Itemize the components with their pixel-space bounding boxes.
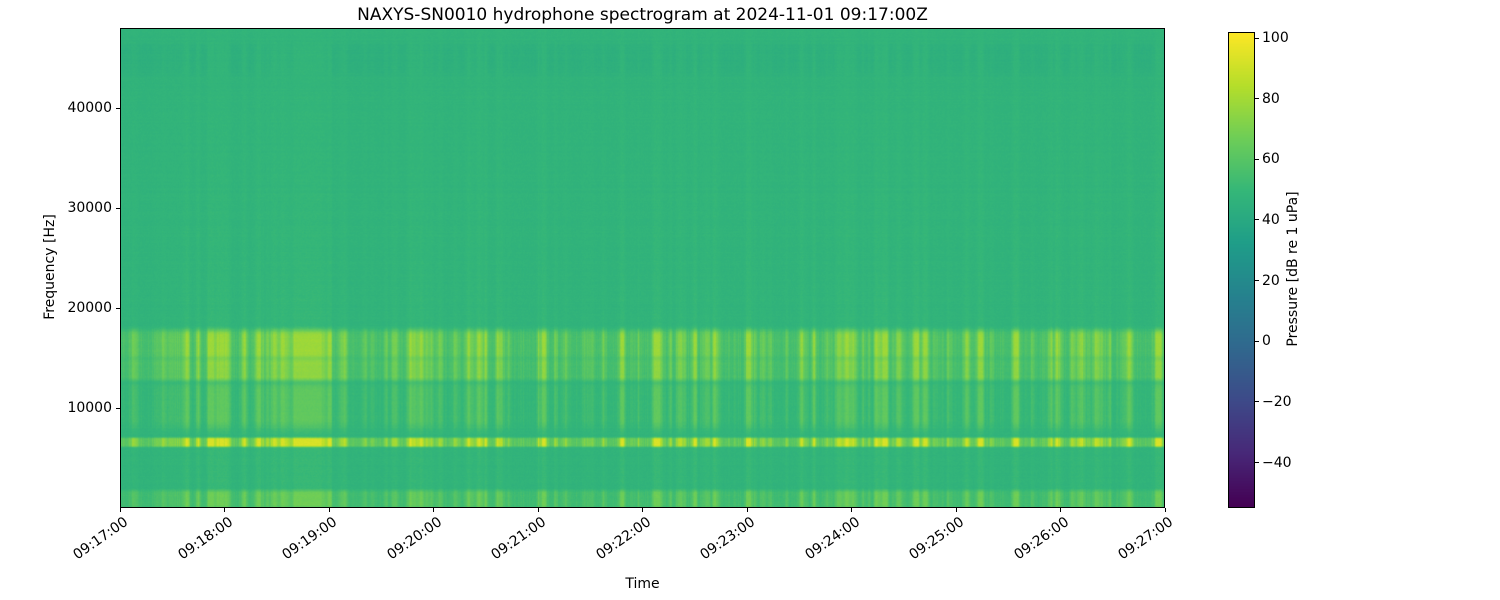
x-tick-mark xyxy=(851,508,852,512)
spectrogram-canvas xyxy=(121,29,1164,507)
x-tick-label: 09:24:00 xyxy=(801,514,863,564)
y-tick-label: 30000 xyxy=(67,200,112,216)
colorbar-tick-mark xyxy=(1255,401,1259,403)
colorbar-tick-label: 80 xyxy=(1262,90,1280,107)
x-tick-mark xyxy=(955,508,957,512)
colorbar-tick-label: 60 xyxy=(1262,151,1280,168)
chart-title: NAXYS-SN0010 hydrophone spectrogram at 2… xyxy=(357,5,928,25)
x-tick-mark xyxy=(1164,508,1166,512)
colorbar-tick-mark xyxy=(1255,462,1259,464)
plot-area xyxy=(120,28,1165,508)
colorbar-tick-label: −20 xyxy=(1262,393,1292,410)
colorbar-tick-label: 40 xyxy=(1262,211,1280,228)
colorbar-tick-label: 0 xyxy=(1262,333,1271,350)
y-tick-mark xyxy=(116,207,120,209)
x-tick-label: 09:27:00 xyxy=(1115,514,1177,564)
colorbar-tick-mark xyxy=(1255,280,1259,282)
colorbar-tick-label: −40 xyxy=(1262,454,1292,471)
x-tick-mark xyxy=(1060,508,1061,512)
x-tick-label: 09:23:00 xyxy=(697,514,759,564)
y-tick-mark xyxy=(116,307,120,309)
x-tick-label: 09:26:00 xyxy=(1010,514,1072,564)
colorbar-label: Pressure [dB re 1 uPa] xyxy=(1285,191,1301,347)
x-tick-mark xyxy=(433,508,434,512)
y-tick-mark xyxy=(116,107,120,109)
colorbar-canvas xyxy=(1229,33,1254,507)
x-tick-label: 09:20:00 xyxy=(383,514,445,564)
x-tick-label: 09:18:00 xyxy=(174,514,236,564)
x-tick-label: 09:22:00 xyxy=(592,514,654,564)
x-tick-label: 09:19:00 xyxy=(279,514,341,564)
x-tick-mark xyxy=(537,508,539,512)
x-tick-mark xyxy=(328,508,330,512)
colorbar-tick-mark xyxy=(1255,340,1259,342)
y-tick-label: 40000 xyxy=(67,100,112,116)
x-tick-label: 09:25:00 xyxy=(906,514,968,564)
x-tick-mark xyxy=(746,508,748,512)
colorbar xyxy=(1228,32,1255,508)
x-tick-label: 09:21:00 xyxy=(488,514,550,564)
colorbar-tick-mark xyxy=(1255,37,1259,39)
colorbar-tick-mark xyxy=(1255,158,1259,160)
x-tick-mark xyxy=(224,508,225,512)
y-tick-label: 10000 xyxy=(67,400,112,416)
colorbar-tick-mark xyxy=(1255,98,1259,100)
colorbar-tick-label: 100 xyxy=(1262,30,1289,47)
colorbar-tick-mark xyxy=(1255,219,1259,221)
x-tick-label: 09:17:00 xyxy=(70,514,132,564)
x-tick-mark xyxy=(642,508,643,512)
y-tick-label: 20000 xyxy=(67,300,112,316)
colorbar-tick-label: 20 xyxy=(1262,272,1280,289)
y-tick-mark xyxy=(116,407,120,409)
x-tick-mark xyxy=(119,508,121,512)
x-axis-label: Time xyxy=(625,576,660,592)
